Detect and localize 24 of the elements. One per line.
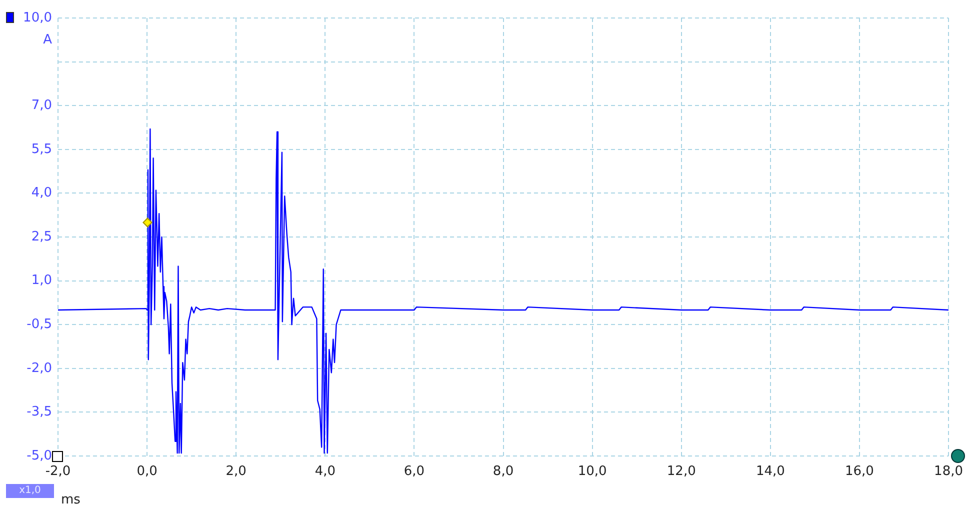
y-tick-label: -2,0: [26, 360, 52, 376]
x-tick-label: -2,0: [45, 464, 71, 480]
y-tick-label: 7,0: [31, 98, 52, 113]
y-tick-label: 1,0: [31, 273, 52, 288]
y-tick-label: 5,5: [31, 142, 52, 157]
x-tick-label: 16,0: [845, 464, 874, 480]
x-axis-title: ms: [61, 492, 81, 508]
y-tick-label: -0,5: [26, 316, 52, 332]
y-tick-label: -3,5: [26, 404, 52, 420]
y-tick-label: -5,0: [26, 448, 52, 464]
y-tick-label: 4,0: [31, 186, 52, 201]
y-tick-label: 10,0: [23, 10, 52, 26]
x-tick-label: 14,0: [756, 464, 785, 480]
x-tick-label: 10,0: [578, 464, 607, 480]
x-tick-label: 4,0: [314, 464, 336, 480]
y-tick-label: 2,5: [31, 229, 52, 244]
x-tick-label: 0,0: [136, 464, 158, 480]
x-tick-label: 8,0: [492, 464, 514, 480]
x-tick-label: 12,0: [666, 464, 696, 480]
x-tick-label: 2,0: [226, 464, 246, 480]
y-axis-title: A: [43, 32, 52, 48]
text: x1,0: [6, 484, 54, 498]
x-tick-label: 18,0: [934, 464, 964, 480]
x-tick-label: 6,0: [404, 464, 425, 480]
